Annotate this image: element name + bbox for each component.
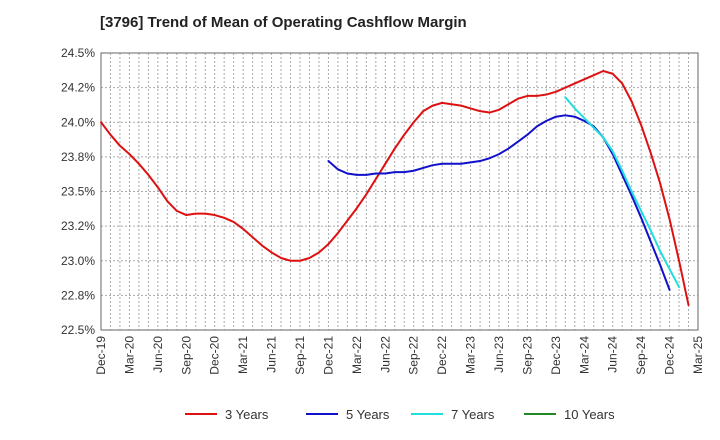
x-tick-label: Dec-24: [663, 336, 677, 375]
x-tick-label: Mar-23: [464, 336, 478, 374]
x-tick-label: Sep-24: [634, 336, 648, 375]
series-line-7-years: [564, 96, 681, 289]
x-tick-label: Jun-20: [151, 336, 165, 373]
y-tick-label: 22.5%: [61, 323, 95, 337]
legend-label: 3 Years: [225, 407, 269, 422]
plot-border: [100, 52, 699, 331]
y-tick-label: 23.8%: [61, 150, 95, 164]
y-tick-label: 24.2%: [61, 81, 95, 95]
legend-label: 5 Years: [346, 407, 390, 422]
series-line-5-years: [327, 114, 671, 291]
y-tick-label: 22.8%: [61, 288, 95, 302]
x-tick-label: Jun-24: [606, 336, 620, 373]
legend-label: 7 Years: [451, 407, 495, 422]
x-tick-label: Dec-22: [435, 336, 449, 375]
x-tick-label: Sep-23: [520, 336, 534, 375]
x-tick-label: Jun-22: [378, 336, 392, 373]
x-tick-label: Dec-20: [208, 336, 222, 375]
x-tick-label: Dec-23: [549, 336, 563, 375]
series-line-3-years: [100, 70, 690, 307]
x-tick-label: Jun-21: [265, 336, 279, 373]
x-tick-label: Mar-22: [350, 336, 364, 374]
y-tick-label: 23.5%: [61, 185, 95, 199]
x-tick-label: Jun-23: [492, 336, 506, 373]
x-tick-label: Sep-21: [293, 336, 307, 375]
y-tick-label: 23.2%: [61, 219, 95, 233]
legend-label: 10 Years: [564, 407, 615, 422]
x-tick-label: Mar-20: [122, 336, 136, 374]
x-tick-label: Dec-19: [94, 336, 108, 375]
x-tick-label: Dec-21: [321, 336, 335, 375]
x-tick-label: Mar-25: [691, 336, 705, 374]
x-tick-label: Mar-21: [236, 336, 250, 374]
chart-title: [3796] Trend of Mean of Operating Cashfl…: [100, 14, 467, 31]
x-tick-label: Mar-24: [577, 336, 591, 374]
x-tick-label: Sep-20: [179, 336, 193, 375]
y-tick-label: 24.0%: [61, 115, 95, 129]
x-tick-label: Sep-22: [407, 336, 421, 375]
y-tick-label: 23.0%: [61, 254, 95, 268]
y-tick-label: 24.5%: [61, 46, 95, 60]
